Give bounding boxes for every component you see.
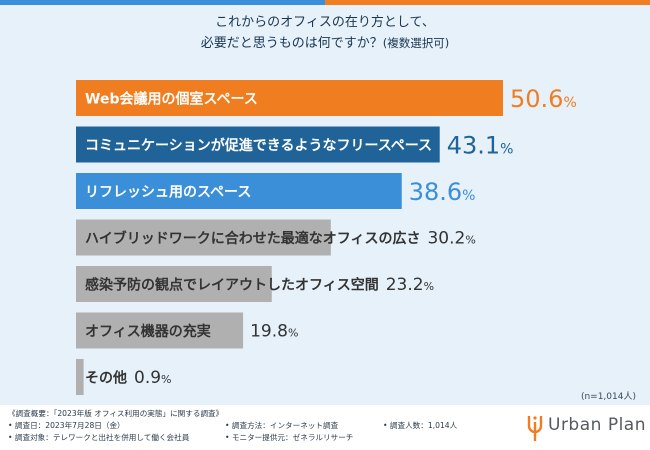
value-label-0: 50.6%: [510, 85, 577, 113]
bar-1: [76, 126, 440, 163]
category-label-1: コミュニケーションが促進できるようなフリースペース: [85, 137, 432, 154]
category-label-0: Web会議用の個室スペース: [85, 91, 258, 108]
value-label-5: 19.8%: [250, 322, 298, 342]
sample-size: (n=1,014人): [580, 392, 636, 402]
title-note: (複数選択可): [382, 36, 450, 50]
brand-name: Urban Plan: [548, 415, 646, 435]
title-line-1: これからのオフィスの在り方として、: [215, 15, 435, 30]
value-label-2: 38.6%: [409, 178, 476, 206]
bar-4: [76, 266, 272, 302]
bar-6: [76, 359, 84, 395]
bar-chart: Web会議用の個室スペース 50.6% コミュニケーションが促進できるようなフリース…: [76, 80, 577, 395]
title-line-2: 必要だと思うものは何ですか？(複数選択可): [0, 34, 650, 53]
footer: 《調査概要：「2023年版 オフィス利用の実態」に関する調査》 • 調査日：20…: [0, 405, 650, 450]
survey-target: • 調査対象：テレワークと出社を併用して働く会社員: [8, 433, 190, 442]
survey-date: • 調査日：2023年7月28日（金）: [8, 421, 125, 430]
bar-2: [76, 173, 402, 209]
urban-plan-logo-icon: [527, 416, 543, 441]
value-label-1: 43.1%: [447, 132, 514, 160]
bar-3: [76, 219, 331, 256]
category-label-3: ハイブリッドワークに合わせた最適なオフィスの広さ: [85, 230, 420, 247]
category-label-2: リフレッシュ用のスペース: [85, 185, 251, 201]
survey-provider: • モニター提供元：ゼネラルリサーチ: [225, 433, 354, 442]
value-label-4: 23.2%: [386, 275, 434, 295]
category-label-4: 感染予防の観点でレイアウトしたオフィス空間: [85, 277, 379, 294]
top-accent-bar-orange: [325, 0, 650, 5]
survey-method: • 調査方法：インターネット調査: [225, 421, 339, 430]
category-label-6: その他: [85, 370, 127, 387]
value-label-6: 0.9%: [134, 368, 172, 388]
bar-5: [76, 312, 244, 349]
survey-respondents: • 調査人数：1,014人: [383, 421, 458, 430]
category-label-5: オフィス機器の充実: [85, 323, 211, 340]
top-accent-bar-blue: [0, 0, 325, 5]
bar-0: [76, 80, 503, 116]
survey-title: 《調査概要：「2023年版 オフィス利用の実態」に関する調査》: [8, 409, 224, 418]
value-label-3: 30.2%: [427, 229, 475, 249]
title-question: 必要だと思うものは何ですか？: [200, 36, 383, 51]
